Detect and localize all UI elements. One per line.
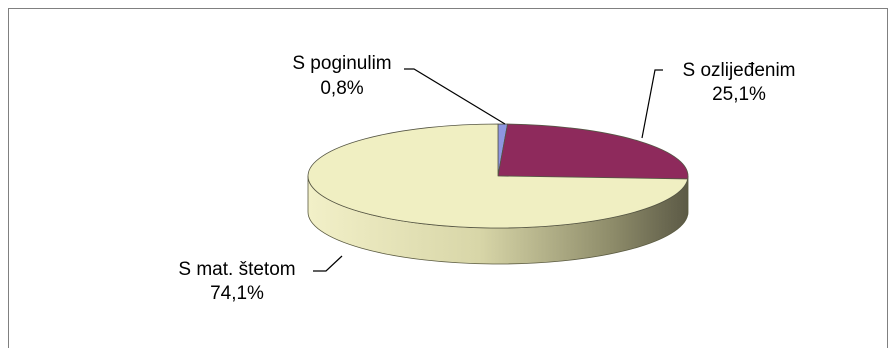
leader-line-s-ozlijedenim: [642, 70, 663, 138]
value-s-mat-stetom: 74,1%: [210, 283, 264, 304]
slice-s-ozlijedenim: [498, 124, 688, 179]
label-s-ozlijedenim: S ozlijeđenim: [683, 60, 796, 81]
label-s-poginulim: S poginulim: [292, 53, 391, 74]
value-s-poginulim: 0,8%: [320, 78, 363, 99]
leader-line-s-poginulim: [404, 69, 505, 124]
label-s-mat-stetom: S mat. štetom: [178, 259, 295, 280]
leader-line-s-mat-stetom: [313, 256, 342, 271]
value-s-ozlijedenim: 25,1%: [712, 84, 766, 105]
pie-chart: S poginulim 0,8% S ozlijeđenim 25,1% S m…: [0, 0, 889, 339]
